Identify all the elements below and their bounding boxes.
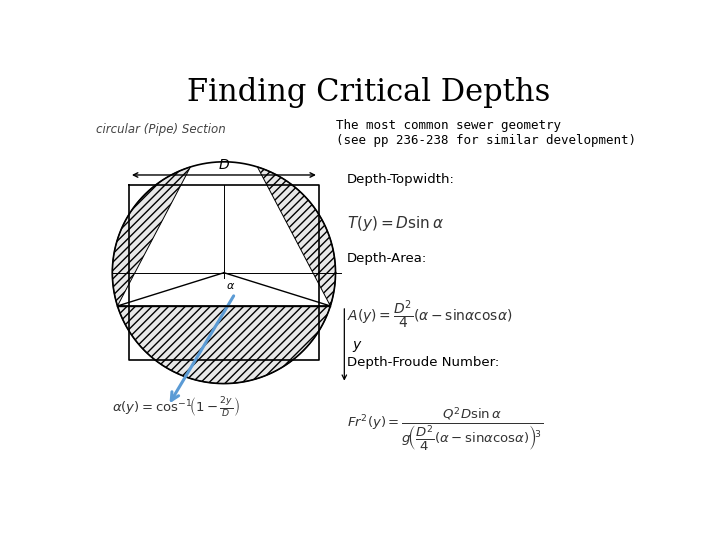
Text: $A(y) = \dfrac{D^2}{4}(\alpha - \sin\!\alpha\cos\!\alpha)$: $A(y) = \dfrac{D^2}{4}(\alpha - \sin\!\a… (347, 298, 512, 330)
Text: Depth-Froude Number:: Depth-Froude Number: (347, 356, 499, 369)
Text: α: α (227, 281, 234, 292)
Text: $\alpha(y) = \cos^{-1}\!\!\left(1 - \frac{2y}{D}\right)$: $\alpha(y) = \cos^{-1}\!\!\left(1 - \fra… (112, 396, 240, 420)
Polygon shape (112, 167, 336, 383)
Text: Finding Critical Depths: Finding Critical Depths (187, 77, 551, 109)
Text: The most common sewer geometry
(see pp 236-238 for similar development): The most common sewer geometry (see pp 2… (336, 119, 636, 147)
Text: Depth-Area:: Depth-Area: (347, 252, 427, 265)
Text: Depth-Topwidth:: Depth-Topwidth: (347, 173, 454, 186)
Text: y: y (353, 338, 361, 352)
Text: D: D (219, 158, 229, 172)
Text: $Fr^2(y) = \dfrac{Q^2 D\sin\alpha}{g\!\left(\dfrac{D^2}{4}(\alpha-\sin\!\alpha\c: $Fr^2(y) = \dfrac{Q^2 D\sin\alpha}{g\!\l… (347, 406, 543, 454)
Text: circular (Pipe) Section: circular (Pipe) Section (96, 123, 225, 136)
Text: $T(y) = D\sin\alpha$: $T(y) = D\sin\alpha$ (347, 214, 444, 233)
